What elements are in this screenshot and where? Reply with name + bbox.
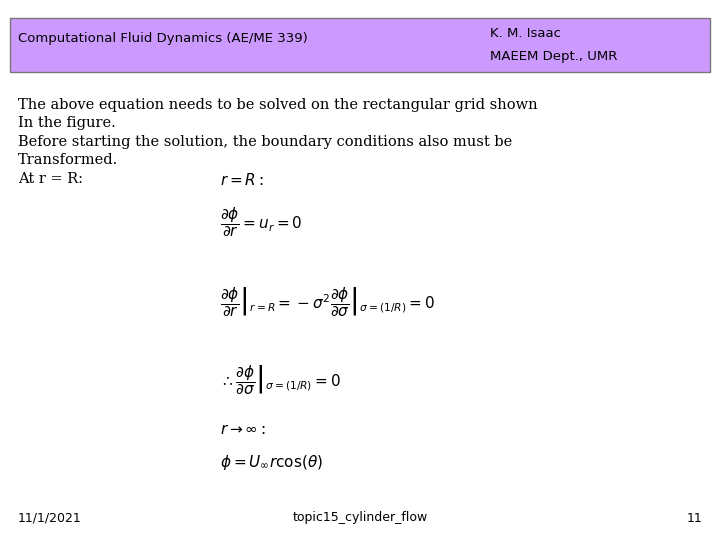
Text: $\dfrac{\partial \phi}{\partial r} = u_r = 0$: $\dfrac{\partial \phi}{\partial r} = u_r…	[220, 205, 302, 239]
Text: Transformed.: Transformed.	[18, 153, 118, 167]
Text: $r = R :$: $r = R :$	[220, 172, 264, 188]
Text: 11/1/2021: 11/1/2021	[18, 511, 82, 524]
Text: MAEEM Dept., UMR: MAEEM Dept., UMR	[490, 50, 617, 63]
Text: Computational Fluid Dynamics (AE/ME 339): Computational Fluid Dynamics (AE/ME 339)	[18, 32, 307, 45]
Text: Before starting the solution, the boundary conditions also must be: Before starting the solution, the bounda…	[18, 135, 512, 149]
Text: 11: 11	[686, 511, 702, 524]
Text: At r = R:: At r = R:	[18, 172, 83, 186]
Text: $r \rightarrow \infty :$: $r \rightarrow \infty :$	[220, 422, 266, 437]
Text: $\left.\dfrac{\partial \phi}{\partial r}\right|_{r=R} = -\sigma^2 \left.\dfrac{\: $\left.\dfrac{\partial \phi}{\partial r}…	[220, 285, 435, 319]
Text: topic15_cylinder_flow: topic15_cylinder_flow	[292, 511, 428, 524]
Text: $\phi = U_\infty r \cos(\theta)$: $\phi = U_\infty r \cos(\theta)$	[220, 453, 323, 471]
Text: The above equation needs to be solved on the rectangular grid shown: The above equation needs to be solved on…	[18, 98, 538, 112]
Text: $\therefore \left.\dfrac{\partial \phi}{\partial \sigma}\right|_{\sigma=(1/R)} =: $\therefore \left.\dfrac{\partial \phi}{…	[220, 363, 341, 397]
Text: In the figure.: In the figure.	[18, 117, 116, 131]
Text: K. M. Isaac: K. M. Isaac	[490, 26, 561, 39]
FancyBboxPatch shape	[10, 18, 710, 72]
